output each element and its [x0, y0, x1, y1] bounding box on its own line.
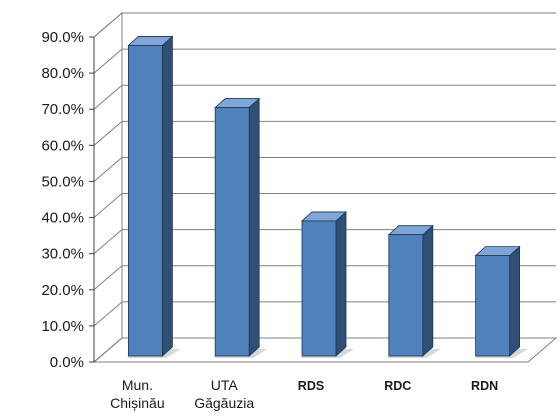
y-tick-label: 20.0% — [41, 282, 84, 299]
y-tick-label: 40.0% — [41, 210, 84, 227]
y-tick-label: 10.0% — [41, 318, 84, 335]
bar-side — [335, 211, 347, 357]
y-tick-label: 0.0% — [50, 354, 84, 371]
y-tick-label: 90.0% — [41, 29, 84, 46]
bar — [475, 255, 511, 357]
chart-left-wall — [93, 11, 123, 364]
x-tick-label: RDN — [471, 379, 498, 393]
x-tick-label: RDC — [384, 379, 411, 393]
x-tick-label: UTA — [211, 377, 239, 393]
bar-side — [422, 224, 434, 357]
y-tick-label: 30.0% — [41, 246, 84, 263]
y-tick-label: 50.0% — [41, 173, 84, 190]
gridline — [93, 12, 556, 38]
bar-side — [161, 35, 173, 357]
x-tick-label: Mun. — [122, 377, 153, 393]
y-tick-label: 60.0% — [41, 137, 84, 154]
y-tick-label: 80.0% — [41, 65, 84, 82]
bar — [127, 45, 163, 357]
bar — [388, 234, 424, 357]
y-tick-label: 70.0% — [41, 101, 84, 118]
bar-side — [248, 97, 260, 357]
bar — [301, 220, 337, 357]
bar-side — [509, 245, 520, 357]
x-tick-label: Găgăuzia — [194, 395, 254, 411]
bar — [214, 107, 250, 357]
x-tick-label: RDS — [298, 379, 324, 393]
x-tick-label: Chișinău — [110, 395, 164, 411]
